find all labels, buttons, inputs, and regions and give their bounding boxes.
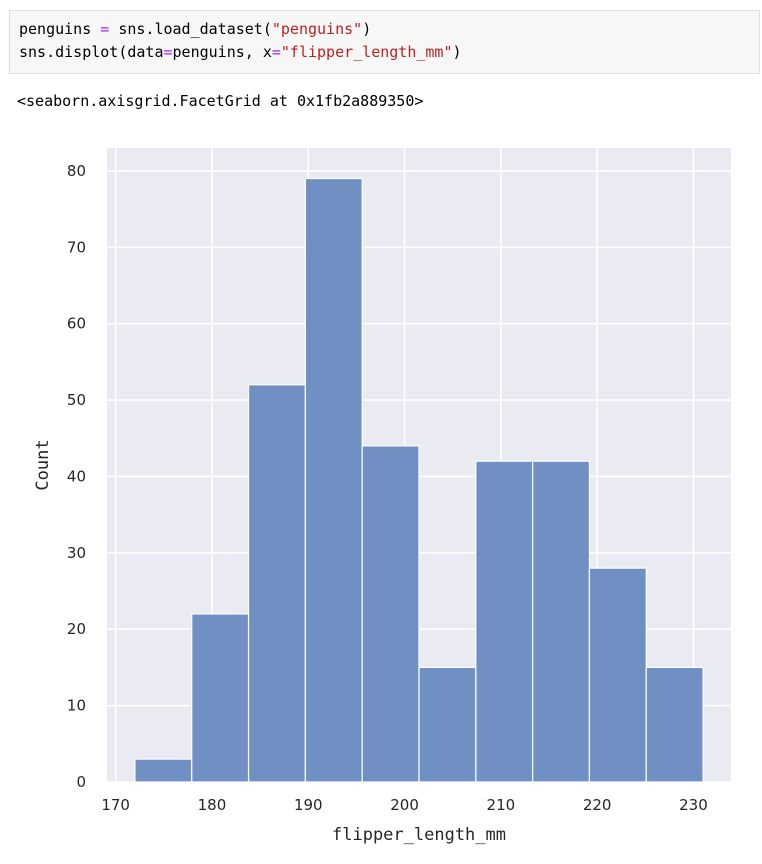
- x-tick-label: 220: [583, 796, 612, 814]
- code-token: ): [452, 43, 462, 61]
- code-token: sns.load_dataset(: [118, 20, 272, 38]
- x-tick-labels: 170 180 190 200 210 220 230: [101, 796, 707, 814]
- histogram-bar: [588, 567, 647, 783]
- x-tick-label: 200: [390, 796, 419, 814]
- x-tick-label: 210: [487, 796, 516, 814]
- y-axis-label: Count: [33, 439, 53, 490]
- code-line-1: penguins = sns.load_dataset("penguins"): [19, 18, 759, 41]
- code-token: penguins: [19, 20, 92, 38]
- y-tick-label: 70: [67, 238, 86, 256]
- y-tick-label: 0: [76, 773, 86, 791]
- code-operator: =: [271, 43, 281, 61]
- histogram-bar: [191, 613, 250, 783]
- code-cell[interactable]: penguins = sns.load_dataset("penguins") …: [9, 10, 760, 74]
- x-tick-label: 230: [679, 796, 708, 814]
- y-tick-label: 50: [67, 391, 86, 409]
- histogram-bars: [134, 177, 704, 783]
- histogram-bar: [645, 666, 704, 783]
- code-operator: =: [100, 20, 110, 38]
- cell-output-text: <seaborn.axisgrid.FacetGrid at 0x1fb2a88…: [17, 92, 424, 110]
- code-token: ): [362, 20, 372, 38]
- histogram-bar: [304, 177, 363, 783]
- code-string: "penguins": [271, 20, 363, 38]
- histogram-bar: [247, 384, 306, 783]
- histogram-bar: [418, 666, 477, 783]
- code-operator: =: [163, 43, 173, 61]
- x-tick-label: 190: [294, 796, 323, 814]
- histogram-bar: [532, 460, 591, 783]
- y-tick-label: 20: [67, 620, 86, 638]
- code-string: "flipper_length_mm": [280, 43, 453, 61]
- x-axis-label: flipper_length_mm: [332, 825, 506, 845]
- histogram-bar: [475, 460, 534, 783]
- y-tick-label: 10: [67, 697, 86, 715]
- code-token: penguins, x: [172, 43, 272, 61]
- y-tick-label: 80: [67, 162, 86, 180]
- y-tick-label: 60: [67, 315, 86, 333]
- histogram-bar: [134, 758, 193, 783]
- y-tick-labels: 0 10 20 30 40 50 60 70 80: [67, 162, 86, 791]
- x-tick-label: 180: [198, 796, 227, 814]
- histogram-bar: [361, 445, 420, 783]
- code-token: sns.displot(data: [19, 43, 164, 61]
- y-tick-label: 40: [67, 467, 86, 485]
- y-tick-label: 30: [67, 544, 86, 562]
- x-tick-label: 170: [101, 796, 130, 814]
- code-line-2: sns.displot(data=penguins, x="flipper_le…: [19, 41, 759, 64]
